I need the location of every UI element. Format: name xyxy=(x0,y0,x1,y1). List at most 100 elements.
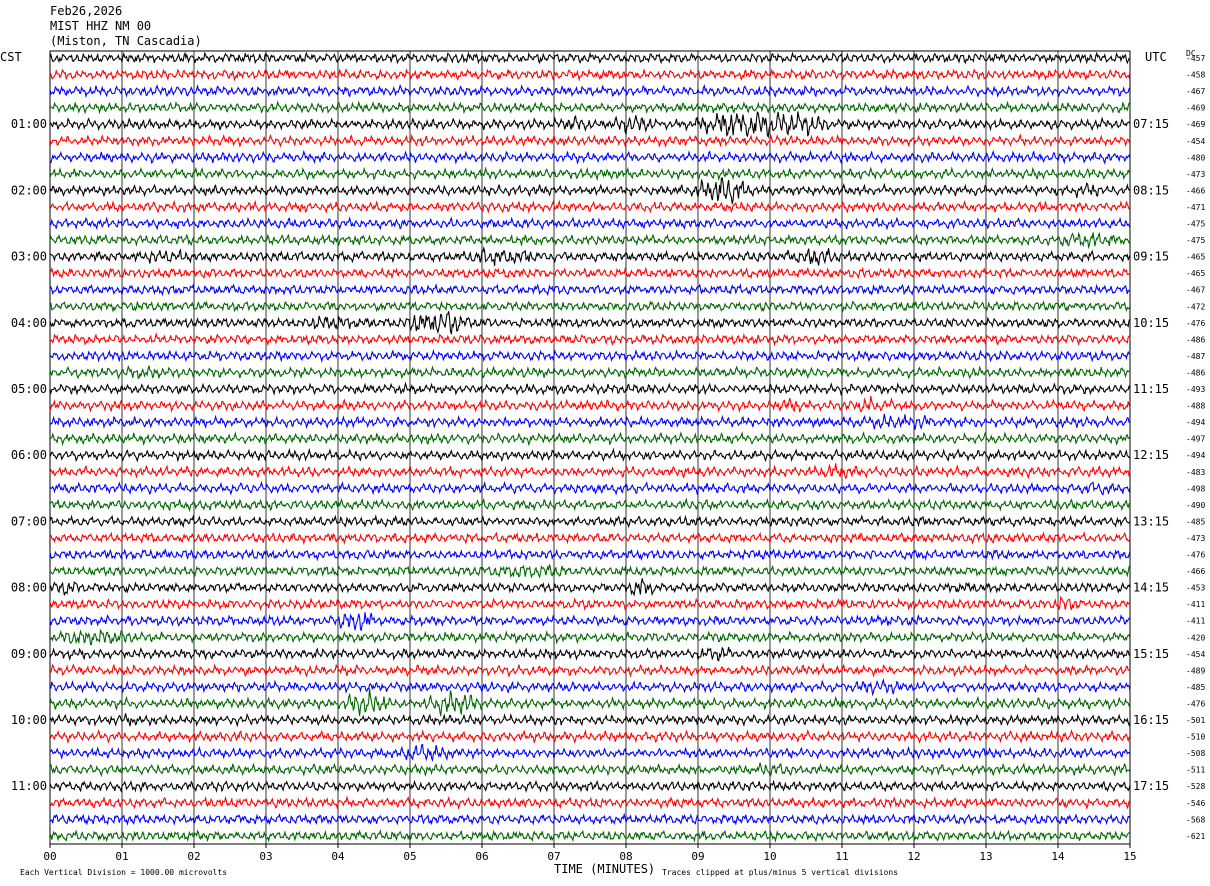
trace-line xyxy=(49,612,1131,632)
trace-line xyxy=(49,100,1131,115)
trace-line xyxy=(49,133,1131,149)
dc-offset-label: -472 xyxy=(1186,302,1205,311)
dc-offset-label: -486 xyxy=(1186,368,1205,377)
dc-offset-label: -411 xyxy=(1186,600,1205,609)
right-hour-label: 09:15 xyxy=(1133,250,1169,264)
x-tick-label: 04 xyxy=(331,850,345,863)
x-tick-label: 00 xyxy=(43,850,56,863)
dc-offset-label: -490 xyxy=(1186,501,1205,510)
left-hour-label: 01:00 xyxy=(11,117,47,131)
left-hour-label: 03:00 xyxy=(11,250,47,264)
trace-line xyxy=(49,67,1131,82)
trace-line xyxy=(49,348,1131,363)
trace-line xyxy=(49,514,1131,529)
dc-offset-label: -465 xyxy=(1186,269,1205,278)
x-axis-title: TIME (MINUTES) xyxy=(554,862,656,876)
right-hour-label: 12:15 xyxy=(1133,448,1169,462)
right-hour-label: 11:15 xyxy=(1133,382,1169,396)
dc-offset-label: -501 xyxy=(1186,716,1205,725)
trace-line xyxy=(49,564,1131,579)
dc-offset-label: -411 xyxy=(1186,617,1205,626)
right-hour-label: 16:15 xyxy=(1133,713,1169,727)
x-tick-label: 14 xyxy=(1051,850,1065,863)
left-hour-label: 06:00 xyxy=(11,448,47,462)
left-hour-label: 07:00 xyxy=(11,514,47,528)
dc-offset-label: -488 xyxy=(1186,402,1205,411)
right-hour-label: 10:15 xyxy=(1133,316,1169,330)
x-tick-label: 09 xyxy=(691,850,704,863)
trace-line xyxy=(49,110,1131,139)
trace-line xyxy=(49,463,1131,480)
dc-offset-label: -466 xyxy=(1186,186,1205,195)
dc-offset-label: -494 xyxy=(1186,418,1205,427)
trace-line xyxy=(49,762,1131,778)
trace-line xyxy=(49,311,1131,335)
x-tick-label: 11 xyxy=(835,850,848,863)
trace-line xyxy=(49,480,1131,496)
left-hour-label: 09:00 xyxy=(11,647,47,661)
left-hour-label: 11:00 xyxy=(11,779,47,793)
trace-line xyxy=(49,713,1131,728)
dc-offset-label: -498 xyxy=(1186,484,1205,493)
trace-line xyxy=(49,166,1131,182)
trace-line xyxy=(49,678,1131,697)
dc-offset-label: -528 xyxy=(1186,782,1205,791)
right-hour-label: 14:15 xyxy=(1133,581,1169,595)
dc-offset-label: -454 xyxy=(1186,137,1205,146)
x-tick-label: 07 xyxy=(547,850,560,863)
trace-line xyxy=(49,829,1131,843)
dc-offset-label: -475 xyxy=(1186,220,1205,229)
trace-line xyxy=(49,83,1131,99)
x-tick-label: 10 xyxy=(763,850,776,863)
trace-line xyxy=(49,381,1131,397)
dc-offset-label: -453 xyxy=(1186,584,1205,593)
dc-offset-label: -467 xyxy=(1186,286,1205,295)
dc-offset-label: -454 xyxy=(1186,650,1205,659)
dc-offset-label: -475 xyxy=(1186,236,1205,245)
trace-line xyxy=(49,497,1131,513)
trace-line xyxy=(49,688,1131,717)
trace-line xyxy=(49,595,1131,612)
dc-offset-label: -485 xyxy=(1186,683,1205,692)
dc-offset-label: -483 xyxy=(1186,468,1205,477)
trace-line xyxy=(49,395,1131,414)
station-location: (Miston, TN Cascadia) xyxy=(50,34,202,48)
trace-line xyxy=(49,743,1131,762)
trace-line xyxy=(49,364,1131,380)
dc-offset-label: -473 xyxy=(1186,170,1205,179)
trace-line xyxy=(49,662,1131,678)
trace-line xyxy=(49,431,1131,447)
dc-offset-label: -486 xyxy=(1186,335,1205,344)
dc-offset-label: -508 xyxy=(1186,749,1205,758)
dc-offset-label: -493 xyxy=(1186,385,1205,394)
left-hour-label: 02:00 xyxy=(11,183,47,197)
trace-line xyxy=(49,282,1131,297)
left-hour-label: 04:00 xyxy=(11,316,47,330)
left-timezone-label: CST xyxy=(0,50,22,64)
trace-line xyxy=(49,332,1131,347)
dc-offset-label: -511 xyxy=(1186,766,1205,775)
trace-line xyxy=(49,177,1131,204)
left-hour-label: 08:00 xyxy=(11,581,47,595)
dc-offset-label: -476 xyxy=(1186,699,1205,708)
dc-offset-label: -476 xyxy=(1186,319,1205,328)
dc-offset-label: -469 xyxy=(1186,104,1205,113)
x-tick-label: 15 xyxy=(1123,850,1136,863)
dc-offset-label: -568 xyxy=(1186,815,1205,824)
trace-line xyxy=(49,646,1131,662)
clipping-note: Traces clipped at plus/minus 5 vertical … xyxy=(662,868,899,877)
dc-offset-label: -497 xyxy=(1186,435,1205,444)
x-tick-label: 03 xyxy=(259,850,272,863)
dc-offset-label: -473 xyxy=(1186,534,1205,543)
right-hour-label: 08:15 xyxy=(1133,183,1169,197)
x-tick-label: 13 xyxy=(979,850,992,863)
trace-line xyxy=(49,728,1131,745)
dc-offset-label: -510 xyxy=(1186,733,1205,742)
trace-line xyxy=(49,628,1131,646)
dc-offset-header: DC xyxy=(1186,49,1196,58)
trace-line xyxy=(49,413,1131,431)
right-hour-label: 15:15 xyxy=(1133,647,1169,661)
dc-offset-label: -480 xyxy=(1186,153,1205,162)
trace-line xyxy=(49,231,1131,250)
trace-line xyxy=(49,300,1131,313)
